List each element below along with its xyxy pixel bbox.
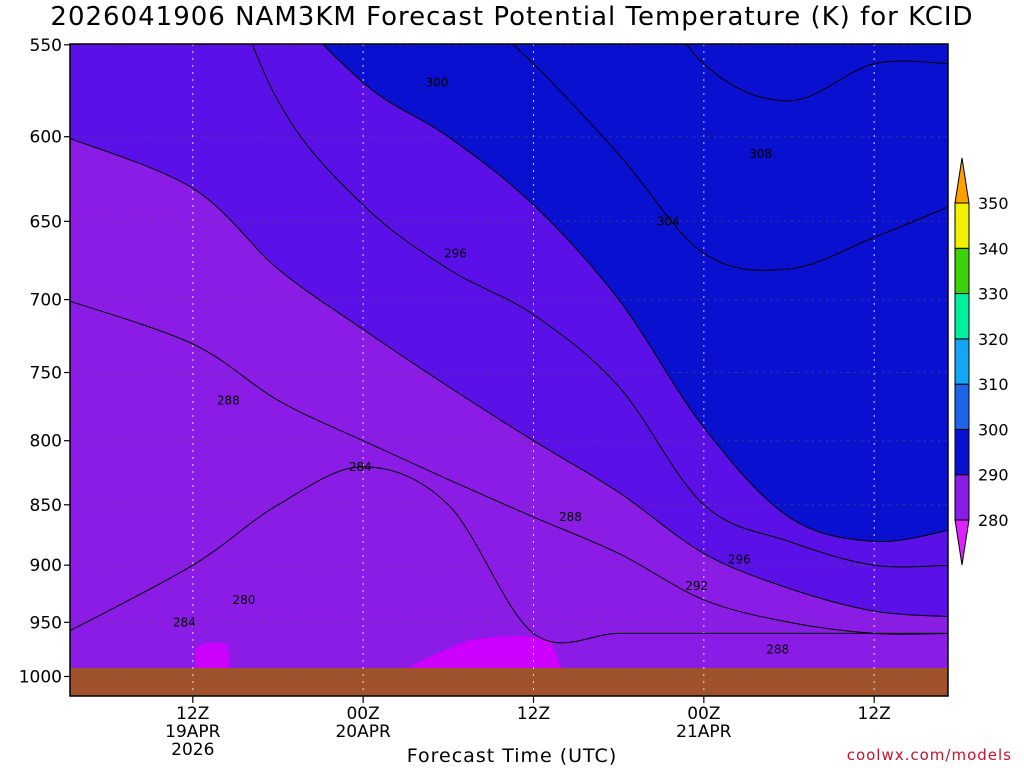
y-tick-label: 950 xyxy=(30,613,62,633)
chart-title: 2026041906 NAM3KM Forecast Potential Tem… xyxy=(50,2,974,32)
band-324 xyxy=(65,0,953,34)
contour-label: 288 xyxy=(559,510,582,524)
y-axis: 2503003504004505005506006507007508008509… xyxy=(19,36,70,688)
y-tick-label: 750 xyxy=(30,364,62,384)
credit-link[interactable]: coolwx.com/models xyxy=(846,746,1012,764)
band-332 xyxy=(65,0,953,34)
colorbar-swatch xyxy=(954,474,970,521)
band-308 xyxy=(686,44,948,101)
y-tick-label: 600 xyxy=(30,128,62,148)
contour-fill-layer xyxy=(65,0,953,696)
x-tick-label: 19APR xyxy=(165,722,221,742)
contour-label: 300 xyxy=(426,76,449,90)
band-340 xyxy=(65,0,953,34)
y-tick-label: 900 xyxy=(30,556,62,576)
colorbar-label: 310 xyxy=(978,375,1009,394)
contour-line-288 xyxy=(70,300,948,635)
colorbar-swatch xyxy=(954,338,970,385)
colorbar-label: 330 xyxy=(978,285,1009,304)
ground-layer xyxy=(70,668,948,696)
plot-frame xyxy=(69,43,949,697)
band-sub-280-a xyxy=(195,642,230,670)
contour-line-layer xyxy=(70,44,948,644)
x-tick-label: 20APR xyxy=(335,722,391,742)
band-352 xyxy=(65,0,953,34)
contour-label: 296 xyxy=(728,552,751,566)
band-336 xyxy=(65,0,953,34)
x-tick-label: 21APR xyxy=(676,722,732,742)
y-tick-label: 800 xyxy=(30,432,62,452)
colorbar-label: 340 xyxy=(978,239,1009,258)
x-axis-title: Forecast Time (UTC) xyxy=(406,745,618,767)
contour-label: 288 xyxy=(766,643,789,657)
contour-label: 280 xyxy=(232,593,255,607)
band-312 xyxy=(65,0,953,34)
x-tick-label: 2026 xyxy=(171,740,214,760)
x-tick-label: 12Z xyxy=(858,704,891,724)
band-320 xyxy=(65,0,953,34)
y-tick-label: 550 xyxy=(30,36,62,56)
y-tick-label: 700 xyxy=(30,291,62,311)
colorbar-swatch xyxy=(954,247,970,295)
contour-label: 308 xyxy=(749,147,772,161)
ground-fill xyxy=(70,668,948,696)
contour-label: 304 xyxy=(657,214,680,228)
colorbar-swatch xyxy=(954,428,970,476)
x-tick-label: 00Z xyxy=(346,704,379,724)
colorbar-bottom-arrow xyxy=(954,519,970,566)
contour-line-284 xyxy=(70,466,948,644)
contour-line-304 xyxy=(511,44,948,271)
colorbar-top-arrow xyxy=(954,157,970,204)
x-tick-label: 00Z xyxy=(687,704,720,724)
colorbar-swatch xyxy=(954,202,970,249)
band-sub-280-b xyxy=(400,636,562,672)
colorbar-label: 300 xyxy=(978,420,1009,439)
colorbar-swatch xyxy=(954,293,970,340)
band-348 xyxy=(65,0,953,34)
band-304 xyxy=(512,44,948,271)
y-tick-label: 850 xyxy=(30,496,62,516)
colorbar-swatch xyxy=(954,383,970,430)
contour-label: 288 xyxy=(217,393,240,407)
contour-label: 284 xyxy=(349,460,372,474)
contour-label: 292 xyxy=(685,579,708,593)
x-tick-label: 12Z xyxy=(517,704,550,724)
contour-line-300 xyxy=(322,44,948,543)
y-tick-label: 1000 xyxy=(19,668,62,688)
contour-label: 296 xyxy=(444,246,467,260)
contour-line-308 xyxy=(685,44,948,102)
band-328 xyxy=(65,0,953,34)
contour-line-296 xyxy=(251,44,948,568)
contour-line-292 xyxy=(70,138,948,617)
contour-label: 284 xyxy=(173,615,196,629)
x-tick-label: 12Z xyxy=(176,704,209,724)
y-tick-label: 650 xyxy=(30,212,62,232)
colorbar-label: 350 xyxy=(978,194,1009,213)
colorbar-label: 320 xyxy=(978,330,1009,349)
colorbar-label: 280 xyxy=(978,511,1009,530)
contour-label-layer: 3523483443363323283243283243283203163123… xyxy=(173,76,789,657)
band-316 xyxy=(65,0,953,34)
colorbar-label: 290 xyxy=(978,466,1009,485)
colorbar: 280 290 300 310 320 330 340 350 xyxy=(954,157,1009,566)
band-344 xyxy=(65,0,953,34)
